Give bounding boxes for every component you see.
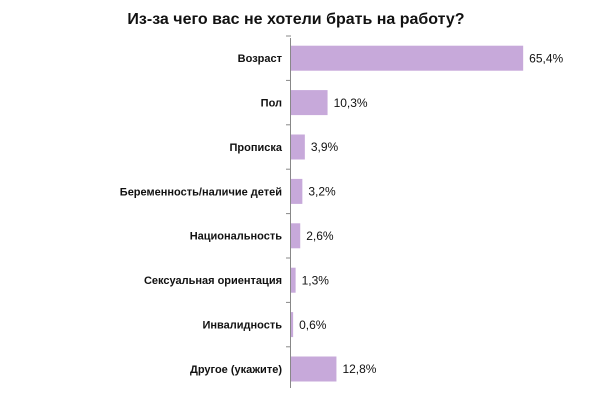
value-label: 0,6% bbox=[299, 318, 327, 332]
value-label: 3,2% bbox=[308, 185, 336, 199]
category-label: Беременность/наличие детей bbox=[120, 186, 282, 198]
bar bbox=[291, 356, 337, 382]
category-label: Возраст bbox=[238, 53, 283, 65]
bar bbox=[291, 90, 328, 116]
category-label: Прописка bbox=[230, 142, 283, 154]
category-label: Сексуальная ориентация bbox=[144, 275, 282, 287]
bar bbox=[291, 223, 301, 249]
chart-title: Из-за чего вас не хотели брать на работу… bbox=[127, 11, 464, 28]
category-label: Пол bbox=[261, 98, 282, 110]
bar bbox=[291, 312, 294, 338]
value-label: 12,8% bbox=[342, 362, 376, 376]
value-label: 3,9% bbox=[311, 140, 339, 154]
bar bbox=[291, 178, 303, 204]
value-label: 1,3% bbox=[302, 273, 330, 287]
category-label: Инвалидность bbox=[202, 320, 282, 332]
bar bbox=[291, 134, 305, 160]
value-label: 10,3% bbox=[334, 96, 368, 110]
bar bbox=[291, 267, 296, 293]
value-label: 65,4% bbox=[529, 51, 563, 65]
category-label: Другое (укажите) bbox=[190, 364, 282, 376]
bar bbox=[291, 45, 524, 71]
category-label: Национальность bbox=[190, 231, 283, 243]
value-label: 2,6% bbox=[306, 229, 334, 243]
